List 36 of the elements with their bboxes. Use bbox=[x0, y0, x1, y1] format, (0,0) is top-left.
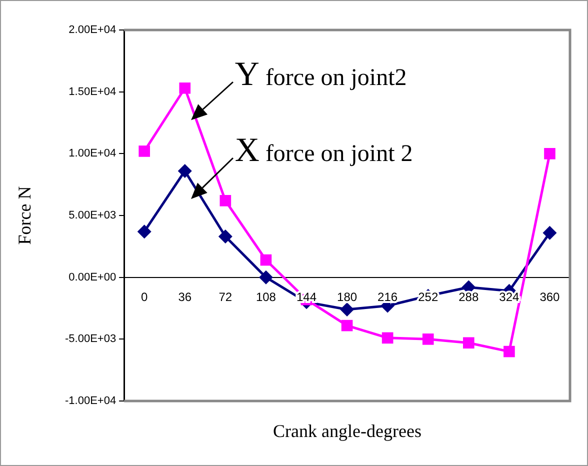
x-tick-label: 108 bbox=[256, 290, 276, 304]
x-tick-label: 36 bbox=[178, 290, 192, 304]
y-tick-label: 1.00E+04 bbox=[68, 148, 116, 160]
x-tick-label: 360 bbox=[540, 290, 560, 304]
y-tick-label: -5.00E+03 bbox=[64, 333, 116, 346]
x-tick-label: 324 bbox=[499, 290, 520, 304]
point bbox=[258, 270, 273, 284]
point bbox=[138, 146, 150, 157]
y-tick-label: -1.00E+04 bbox=[64, 395, 116, 408]
point bbox=[220, 195, 232, 206]
y-tick-label: 5.00E+03 bbox=[68, 210, 116, 222]
x-tick-label: 0 bbox=[140, 290, 148, 304]
x-tick-label: 180 bbox=[337, 290, 358, 304]
point bbox=[260, 254, 272, 266]
annotation: Y force on joint2 bbox=[234, 56, 407, 93]
annotation: X force on joint 2 bbox=[234, 132, 413, 169]
point bbox=[178, 164, 192, 178]
point bbox=[179, 82, 191, 94]
x-tick-label: 216 bbox=[378, 290, 398, 304]
x-tick-label: 288 bbox=[458, 290, 479, 304]
x-axis-title: Crank angle-degrees bbox=[273, 421, 422, 442]
y-tick-label: 2.00E+04 bbox=[68, 24, 116, 36]
point bbox=[504, 346, 515, 358]
y-tick-label: 1.50E+04 bbox=[68, 86, 116, 98]
point bbox=[542, 226, 557, 240]
y-tick-label: 0.00E+00 bbox=[68, 271, 116, 284]
point bbox=[544, 148, 556, 160]
point bbox=[422, 334, 434, 345]
point bbox=[341, 320, 353, 332]
y-axis-title: Force N bbox=[14, 186, 36, 245]
point bbox=[218, 230, 232, 244]
point bbox=[137, 224, 152, 239]
point bbox=[340, 302, 354, 316]
x-tick-label: 72 bbox=[218, 290, 232, 304]
point bbox=[382, 332, 394, 344]
point bbox=[462, 337, 474, 349]
